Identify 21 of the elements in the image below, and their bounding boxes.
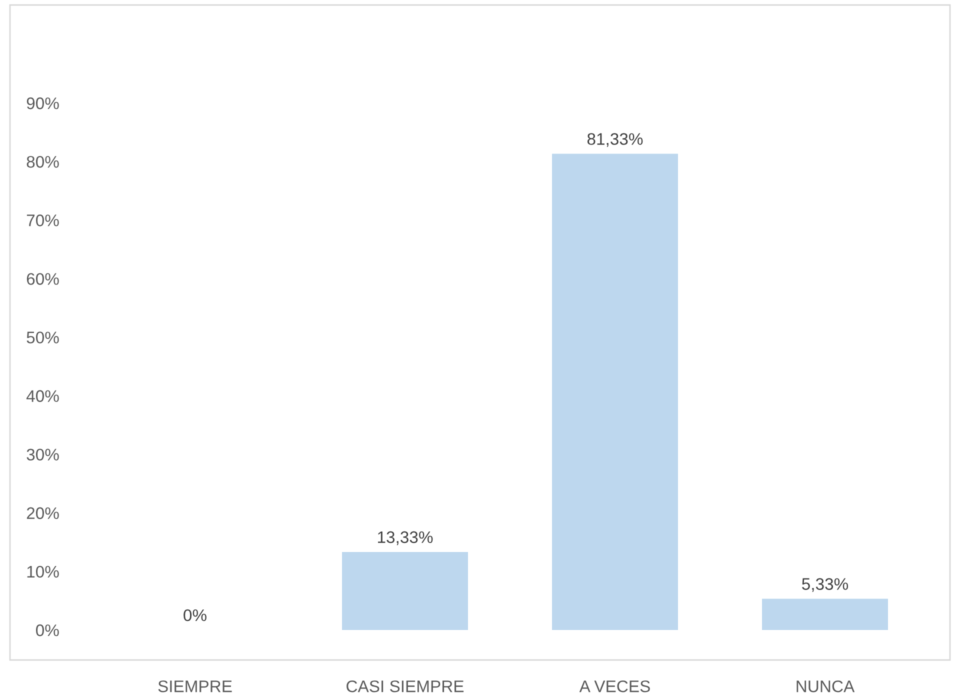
data-label: 5,33% <box>802 578 848 592</box>
y-tick-label: 40% <box>26 390 59 402</box>
x-tick-label: SIEMPRE <box>158 680 232 692</box>
y-tick-label: 30% <box>26 448 59 461</box>
y-tick-label: 70% <box>26 214 59 226</box>
data-label: 81,33% <box>587 133 643 147</box>
y-tick-label: 90% <box>26 97 59 110</box>
y-tick-label: 20% <box>26 507 59 520</box>
y-tick-label: 80% <box>26 156 59 168</box>
bar <box>762 598 888 630</box>
x-tick-label: NUNCA <box>796 680 855 692</box>
data-label: 0% <box>184 609 206 622</box>
y-tick-label: 60% <box>26 273 59 285</box>
y-tick-label: 50% <box>26 332 59 344</box>
y-tick-label: 0% <box>36 624 59 636</box>
y-tick-label: 10% <box>27 566 59 578</box>
bar <box>342 552 468 630</box>
data-label: 13,33% <box>378 531 433 546</box>
bar <box>552 154 678 630</box>
x-tick-label: A VECES <box>579 680 650 692</box>
x-tick-label: CASI SIEMPRE <box>346 680 464 692</box>
